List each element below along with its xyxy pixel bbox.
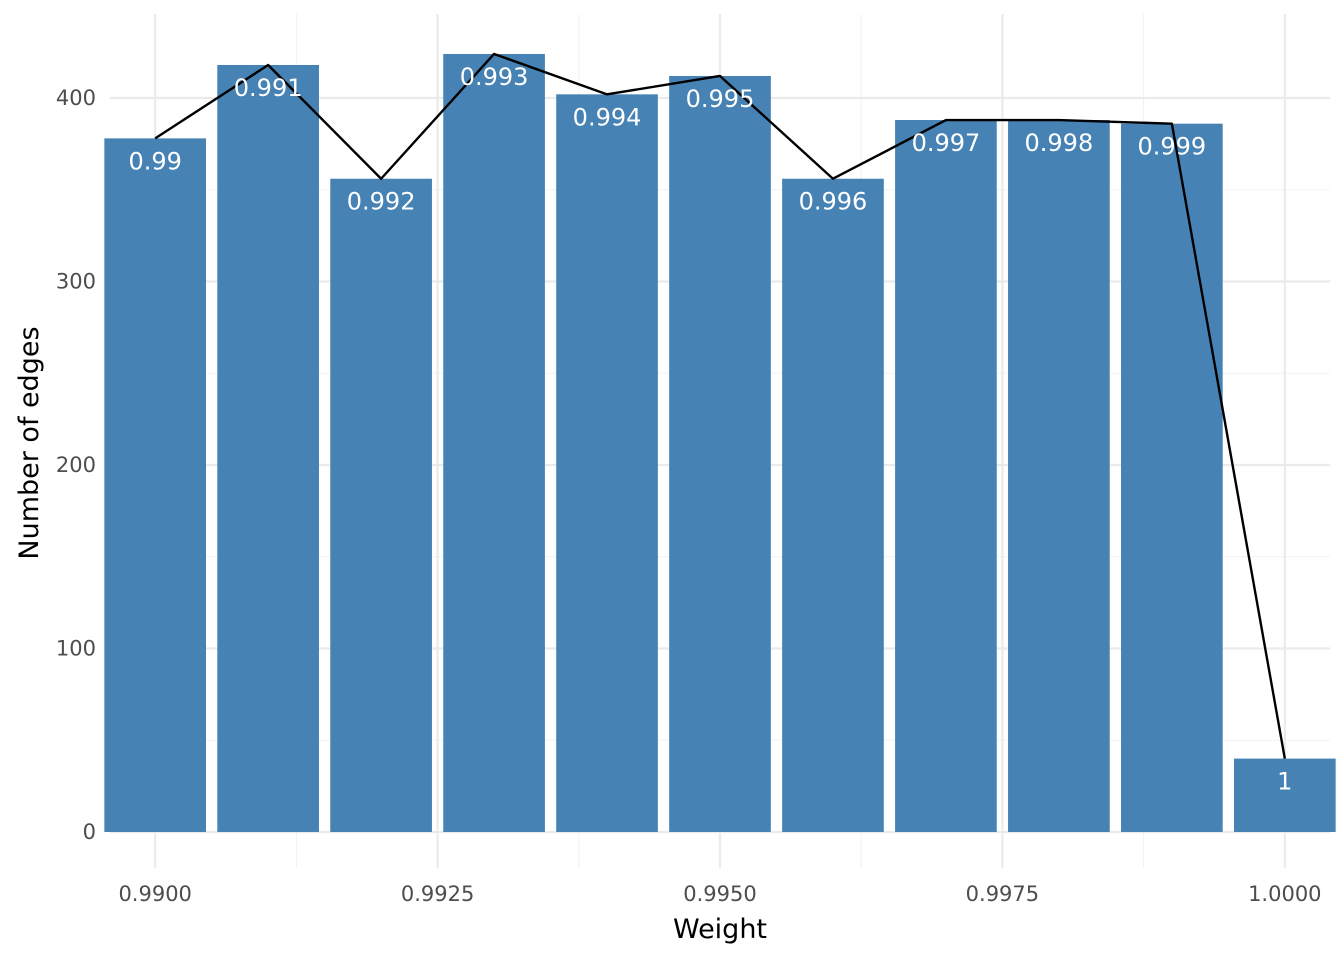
bar-label: 0.997 [912,129,981,157]
x-tick-label: 0.9925 [401,882,474,906]
x-axis-title: Weight [673,914,767,945]
x-tick-label: 0.9950 [683,882,756,906]
bar [1233,758,1336,832]
bar-label: 0.993 [460,63,529,91]
bar [217,64,319,833]
bar [556,94,658,832]
x-tick-label: 0.9975 [966,882,1039,906]
y-tick-label: 200 [56,453,96,477]
y-axis-title: Number of edges [14,326,45,559]
x-tick-label: 1.0000 [1248,882,1321,906]
bar [1121,123,1223,832]
bar [669,75,771,833]
y-tick-label: 300 [56,270,96,294]
y-tick-label: 100 [56,637,96,661]
bar [104,138,207,832]
x-tick-label: 0.9900 [118,882,191,906]
bar-label: 0.991 [234,74,303,102]
bar-label: 0.999 [1137,133,1206,161]
bar-label: 0.996 [799,188,868,216]
bars [104,53,1336,833]
bar [443,53,545,832]
bar [782,178,884,833]
trend-line-group [154,52,1286,759]
trend-line [154,52,1286,759]
bar-label: 0.99 [128,147,181,175]
bar [1008,120,1110,832]
y-tick-label: 0 [83,820,96,844]
bar-label: 0.998 [1025,129,1094,157]
tick-labels: 0.9900 0.9925 0.9950 0.9975 1.0000 0 100 200 300… [56,86,1322,906]
bar-label: 0.994 [573,103,642,131]
bar [330,178,432,833]
bar-label: 0.992 [347,188,416,216]
bar [895,120,997,832]
bar-label: 0.995 [686,85,755,113]
bar-labels: 0.99 0.991 0.992 0.993 0.994 0.995 0.996 0.997 0… [128,63,1292,796]
y-tick-label: 400 [56,86,96,110]
bar-label: 1 [1277,768,1292,796]
